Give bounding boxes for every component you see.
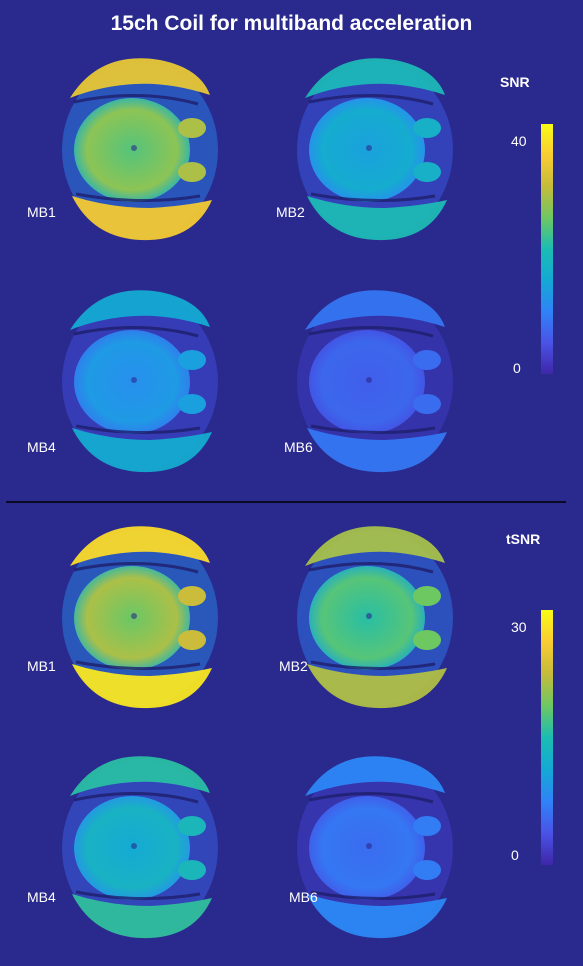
snr-label-mb4: MB4 (27, 439, 56, 455)
tsnr-label-mb1: MB1 (27, 658, 56, 674)
snr-map-mb1 (62, 58, 218, 241)
snr-label-mb6: MB6 (284, 439, 313, 455)
tsnr-label-mb4: MB4 (27, 889, 56, 905)
tsnr-colorbar (541, 610, 553, 865)
tsnr-map-mb4 (62, 756, 218, 939)
tsnr-map-mb2 (297, 526, 453, 709)
snr-map-mb4 (62, 290, 218, 473)
snr-metric-label: SNR (500, 74, 530, 90)
section-divider (6, 501, 566, 503)
snr-maps (62, 58, 453, 473)
snr-colorbar-min: 0 (513, 360, 521, 376)
tsnr-map-mb6 (297, 756, 453, 939)
tsnr-colorbar-max: 30 (511, 619, 527, 635)
figure-title: 15ch Coil for multiband acceleration (110, 12, 473, 35)
tsnr-label-mb6: MB6 (289, 889, 318, 905)
tsnr-section: tSNR 30 0 MB1 MB2 MB4 MB6 (0, 503, 583, 966)
tsnr-label-mb2: MB2 (279, 658, 308, 674)
snr-colorbar (541, 124, 553, 374)
tsnr-metric-label: tSNR (506, 531, 541, 547)
snr-label-mb1: MB1 (27, 204, 56, 220)
tsnr-maps (62, 526, 453, 939)
snr-map-mb2 (297, 58, 453, 241)
tsnr-colorbar-min: 0 (511, 847, 519, 863)
snr-label-mb2: MB2 (276, 204, 305, 220)
snr-map-mb6 (297, 290, 453, 473)
tsnr-map-mb1 (62, 526, 218, 709)
snr-section: SNR 40 0 MB1 MB2 MB4 MB6 (27, 58, 553, 473)
snr-colorbar-max: 40 (511, 133, 527, 149)
